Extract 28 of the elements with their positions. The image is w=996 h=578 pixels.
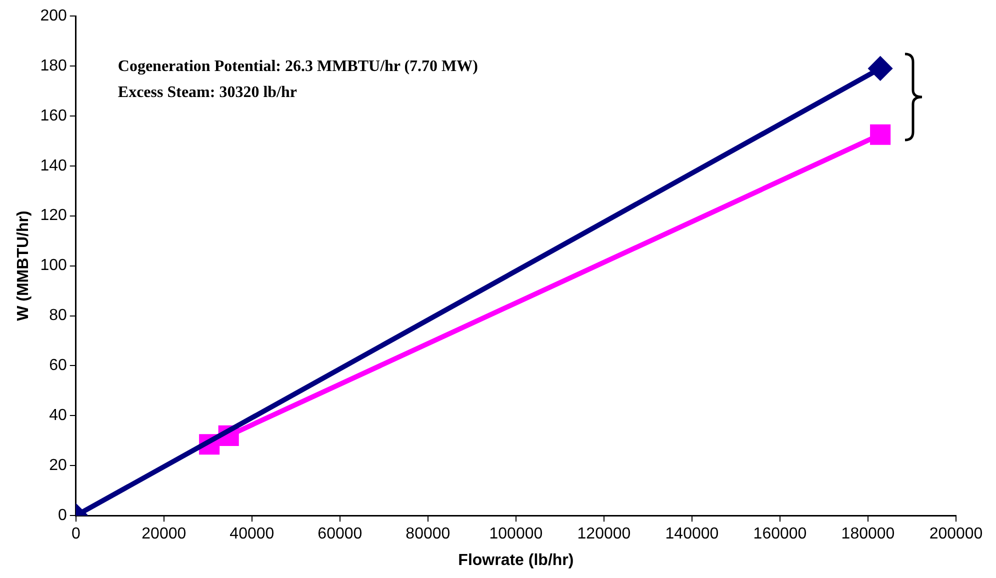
x-tick-label: 20000 [142, 526, 186, 543]
y-tick-label: 80 [49, 307, 67, 324]
y-tick-label: 160 [40, 107, 67, 124]
point [868, 56, 892, 80]
y-tick-label: 100 [40, 257, 67, 274]
annotation: Cogeneration Potential: 26.3 MMBTU/hr (7.70 MW) [118, 58, 478, 76]
annotation: Excess Steam: 30320 lb/hr [118, 84, 298, 102]
y-tick-label: 0 [58, 507, 67, 524]
x-axis-title: Flowrate (lb/hr) [458, 552, 574, 569]
y-tick-label: 60 [49, 357, 67, 374]
y-tick-label: 140 [40, 157, 67, 174]
y-tick-label: 200 [40, 7, 67, 24]
x-tick-label: 180000 [841, 526, 895, 543]
y-tick-label: 120 [40, 207, 67, 224]
point [870, 124, 891, 145]
x-tick-label: 40000 [230, 526, 274, 543]
x-tick-label: 160000 [753, 526, 807, 543]
x-tick-label: 80000 [406, 526, 450, 543]
y-tick-label: 20 [49, 457, 67, 474]
x-tick-label: 100000 [489, 526, 543, 543]
x-tick-label: 120000 [577, 526, 631, 543]
x-tick-label: 60000 [318, 526, 362, 543]
y-axis-title: W (MMBTU/hr) [15, 210, 32, 321]
y-tick-label: 40 [49, 407, 67, 424]
x-tick-label: 200000 [929, 526, 983, 543]
y-tick-label: 180 [40, 57, 67, 74]
x-tick-label: 140000 [665, 526, 719, 543]
x-tick-label: 0 [71, 526, 80, 543]
